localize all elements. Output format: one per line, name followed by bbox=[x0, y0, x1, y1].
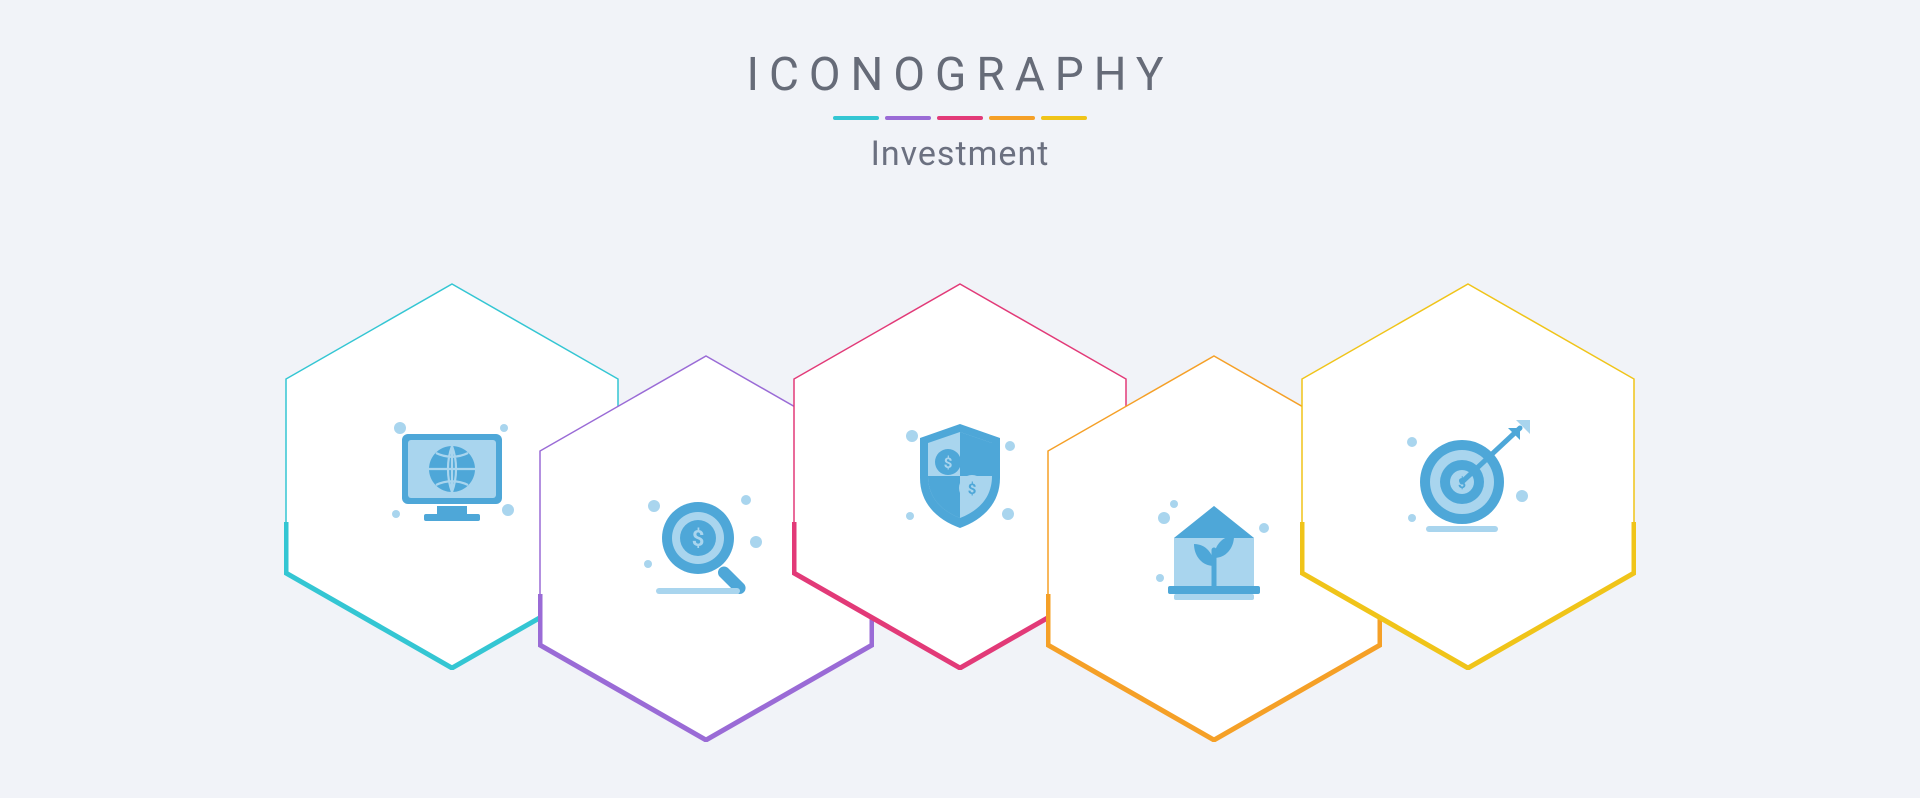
divider-row bbox=[0, 116, 1920, 120]
divider-seg-2 bbox=[937, 116, 983, 120]
divider-seg-0 bbox=[833, 116, 879, 120]
page-title: ICONOGRAPHY bbox=[0, 48, 1920, 102]
svg-text:$: $ bbox=[968, 480, 977, 498]
monitor-globe-icon bbox=[382, 406, 522, 546]
header: ICONOGRAPHY Investment bbox=[0, 0, 1920, 174]
svg-text:$: $ bbox=[692, 527, 705, 552]
greenhouse-plant-icon bbox=[1144, 478, 1284, 618]
divider-seg-4 bbox=[1041, 116, 1087, 120]
divider-seg-3 bbox=[989, 116, 1035, 120]
hexagon-row: $ $ $ bbox=[0, 318, 1920, 706]
divider-seg-1 bbox=[885, 116, 931, 120]
svg-text:$: $ bbox=[944, 454, 953, 472]
shield-dollar-icon: $ $ bbox=[890, 406, 1030, 546]
target-dollar-arrow-icon: $ bbox=[1398, 406, 1538, 546]
hex-tile-4: $ bbox=[1300, 282, 1636, 670]
page-subtitle: Investment bbox=[0, 134, 1920, 174]
magnifier-dollar-icon: $ bbox=[636, 478, 776, 618]
